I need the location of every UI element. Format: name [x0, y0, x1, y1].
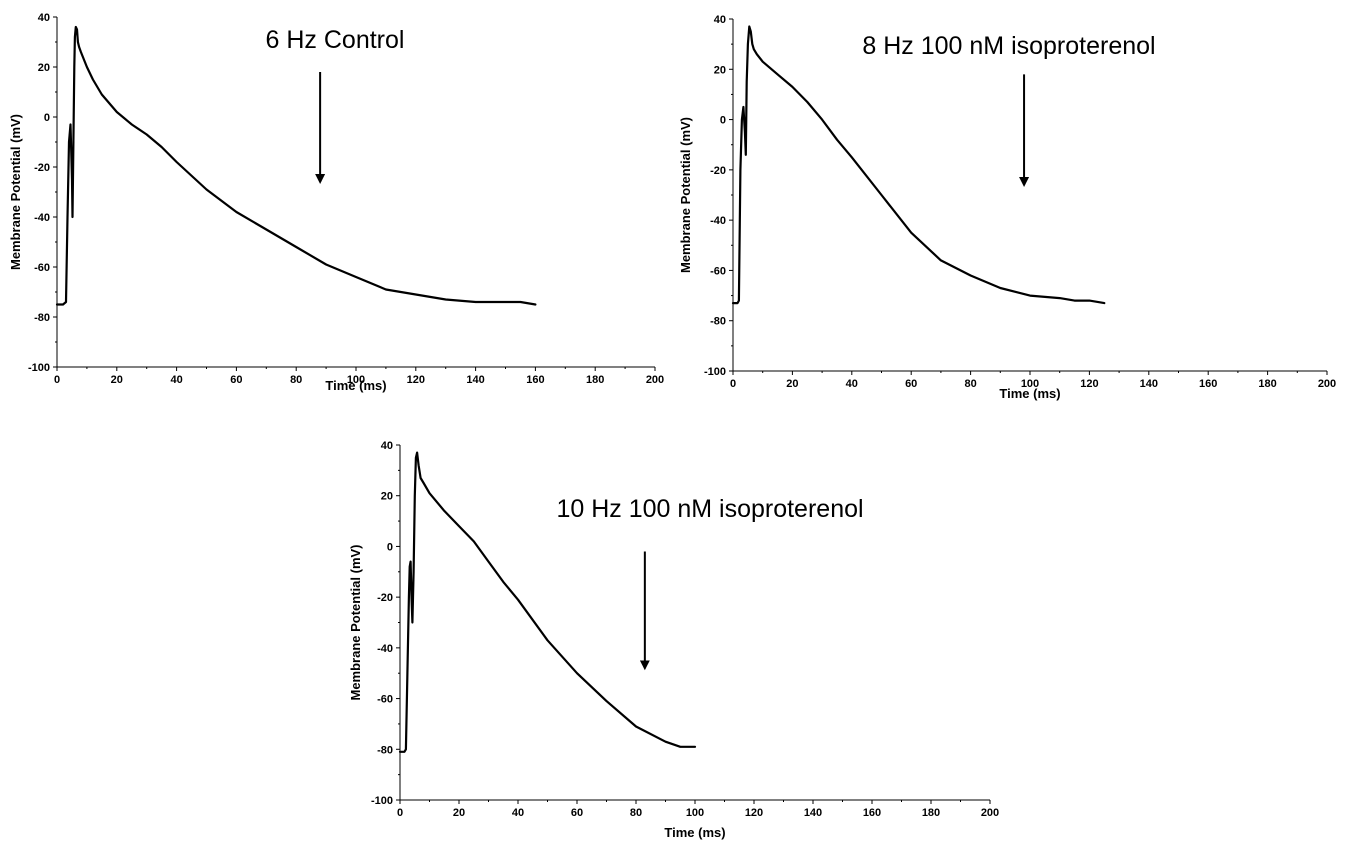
x-axis-label: Time (ms) [325, 378, 386, 393]
x-tick-label: 80 [964, 378, 976, 390]
x-tick-label: 180 [922, 807, 940, 819]
action-potential-trace [731, 25, 1106, 305]
x-tick-label: 200 [1318, 378, 1336, 390]
x-tick-label: 140 [804, 807, 822, 819]
x-tick-label: 120 [407, 374, 425, 386]
y-tick-label: 40 [381, 440, 393, 452]
y-tick-label: 20 [714, 64, 726, 76]
y-tick-label: -60 [710, 265, 726, 277]
y-tick-label: 20 [38, 62, 50, 74]
y-tick-label: -60 [34, 262, 50, 274]
y-axis-label: Membrane Potential (mV) [8, 114, 23, 270]
x-axis-label: Time (ms) [999, 386, 1060, 401]
y-tick-label: 20 [381, 491, 393, 503]
x-tick-label: 120 [1080, 378, 1098, 390]
panel-title: 10 Hz 100 nM isoproterenol [556, 495, 863, 523]
y-tick-label: -20 [34, 162, 50, 174]
action-potential-trace [398, 451, 697, 753]
x-tick-label: 20 [786, 378, 798, 390]
panel-10hz-isoproterenol: 10 Hz 100 nM isoproterenol Time (ms) Mem… [348, 440, 999, 840]
x-tick-label: 0 [54, 374, 60, 386]
x-tick-label: 80 [290, 374, 302, 386]
x-tick-label: 60 [571, 807, 583, 819]
x-tick-label: 40 [512, 807, 524, 819]
x-tick-label: 160 [1199, 378, 1217, 390]
y-tick-label: -60 [377, 694, 393, 706]
y-tick-label: -80 [377, 744, 393, 756]
x-tick-label: 40 [846, 378, 858, 390]
y-tick-label: 0 [720, 115, 726, 127]
panel-title: 6 Hz Control [266, 26, 405, 54]
x-tick-label: 200 [646, 374, 664, 386]
y-tick-label: -100 [704, 366, 726, 378]
x-tick-label: 160 [526, 374, 544, 386]
x-tick-label: 100 [347, 374, 365, 386]
x-tick-label: 200 [981, 807, 999, 819]
x-tick-label: 40 [170, 374, 182, 386]
x-axis-label: Time (ms) [664, 825, 725, 840]
x-tick-label: 100 [686, 807, 704, 819]
y-tick-label: -80 [34, 312, 50, 324]
y-axis-label: Membrane Potential (mV) [678, 117, 693, 273]
y-tick-label: -100 [28, 362, 50, 374]
x-tick-label: 140 [466, 374, 484, 386]
y-tick-label: 0 [387, 541, 393, 553]
action-potential-trace [55, 25, 537, 306]
x-tick-label: 0 [397, 807, 403, 819]
x-tick-label: 80 [630, 807, 642, 819]
panel-title: 8 Hz 100 nM isoproterenol [862, 32, 1155, 60]
y-tick-label: -20 [377, 592, 393, 604]
y-tick-label: -40 [710, 215, 726, 227]
x-tick-label: 100 [1021, 378, 1039, 390]
y-tick-label: 40 [714, 14, 726, 26]
panel-6hz-control: 6 Hz Control Time (ms) Membrane Potentia… [8, 12, 664, 393]
x-tick-label: 180 [586, 374, 604, 386]
y-tick-label: -40 [377, 643, 393, 655]
y-tick-label: -40 [34, 212, 50, 224]
x-tick-label: 20 [111, 374, 123, 386]
x-tick-label: 140 [1140, 378, 1158, 390]
x-tick-label: 160 [863, 807, 881, 819]
y-tick-label: -80 [710, 316, 726, 328]
x-tick-label: 180 [1258, 378, 1276, 390]
y-tick-label: -20 [710, 165, 726, 177]
x-tick-label: 60 [905, 378, 917, 390]
y-axis-label: Membrane Potential (mV) [348, 544, 363, 700]
x-tick-label: 0 [730, 378, 736, 390]
y-tick-label: 40 [38, 12, 50, 24]
panel-8hz-isoproterenol: 8 Hz 100 nM isoproterenol Time (ms) Memb… [678, 14, 1336, 401]
x-tick-label: 120 [745, 807, 763, 819]
x-tick-label: 60 [230, 374, 242, 386]
x-tick-label: 20 [453, 807, 465, 819]
y-tick-label: 0 [44, 112, 50, 124]
y-tick-label: -100 [371, 795, 393, 807]
